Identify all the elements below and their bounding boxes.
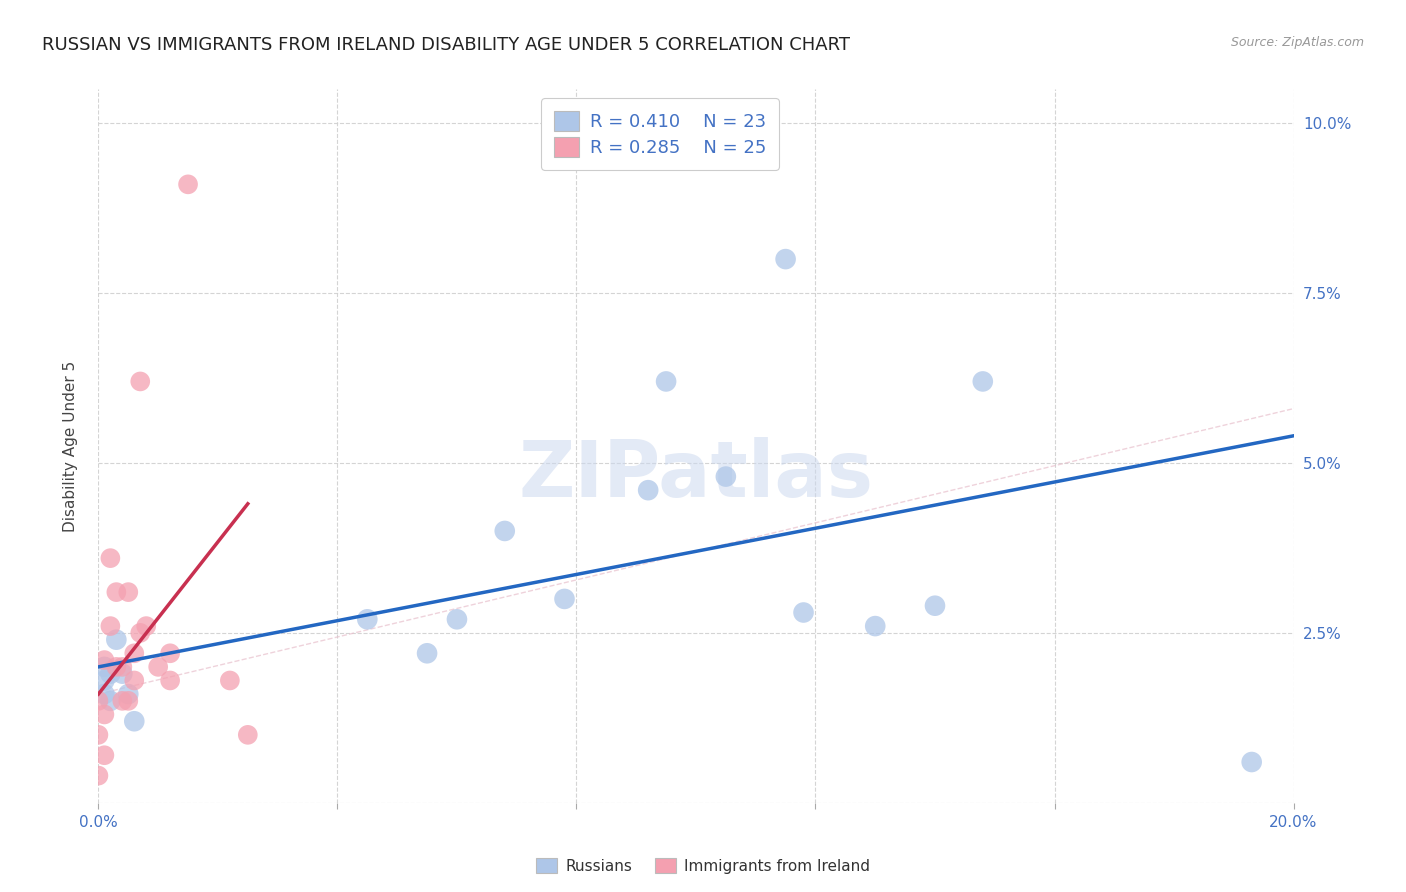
Point [1240, 755, 1263, 769]
Legend: R = 0.410    N = 23, R = 0.285    N = 25: R = 0.410 N = 23, R = 0.285 N = 25 [541, 98, 779, 169]
Point [416, 646, 439, 660]
Point [793, 606, 815, 620]
Point [714, 469, 737, 483]
Point [159, 646, 181, 660]
Point [924, 599, 946, 613]
Y-axis label: Disability Age Under 5: Disability Age Under 5 [63, 360, 77, 532]
Point [236, 728, 259, 742]
Point [93, 673, 115, 688]
Point [637, 483, 659, 498]
Point [554, 591, 576, 606]
Point [159, 673, 181, 688]
Point [105, 632, 128, 647]
Point [972, 375, 994, 389]
Point [219, 673, 242, 688]
Point [129, 375, 152, 389]
Point [111, 666, 134, 681]
Point [129, 626, 152, 640]
Point [494, 524, 516, 538]
Text: Source: ZipAtlas.com: Source: ZipAtlas.com [1230, 36, 1364, 49]
Point [87, 728, 110, 742]
Point [865, 619, 887, 633]
Point [111, 660, 134, 674]
Point [87, 769, 110, 783]
Point [124, 646, 146, 660]
Point [93, 653, 115, 667]
Point [93, 660, 115, 674]
Point [100, 551, 122, 566]
Point [124, 714, 146, 729]
Legend: Russians, Immigrants from Ireland: Russians, Immigrants from Ireland [530, 852, 876, 880]
Point [100, 694, 122, 708]
Point [105, 660, 128, 674]
Point [93, 687, 115, 701]
Point [177, 178, 200, 192]
Point [93, 748, 115, 763]
Point [117, 585, 139, 599]
Point [105, 585, 128, 599]
Text: RUSSIAN VS IMMIGRANTS FROM IRELAND DISABILITY AGE UNDER 5 CORRELATION CHART: RUSSIAN VS IMMIGRANTS FROM IRELAND DISAB… [42, 36, 851, 54]
Point [356, 612, 378, 626]
Point [775, 252, 797, 266]
Point [117, 687, 139, 701]
Text: ZIPatlas: ZIPatlas [519, 436, 873, 513]
Point [135, 619, 157, 633]
Point [93, 707, 115, 722]
Point [100, 666, 122, 681]
Point [111, 694, 134, 708]
Point [87, 694, 110, 708]
Point [117, 694, 139, 708]
Point [124, 673, 146, 688]
Point [100, 619, 122, 633]
Point [446, 612, 468, 626]
Point [148, 660, 170, 674]
Point [655, 375, 678, 389]
